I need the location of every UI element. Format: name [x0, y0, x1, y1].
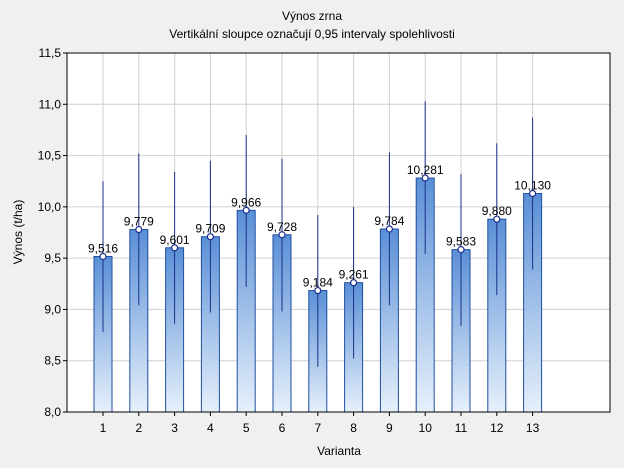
x-ticks: 1 2 3 4 5 6 7 8 9 10 11 12 13 — [100, 412, 540, 435]
x-tick-label: 11 — [455, 421, 468, 435]
x-tick-label: 1 — [100, 421, 107, 435]
mean-marker — [421, 174, 429, 182]
data-label: 9,583 — [446, 235, 476, 249]
data-label: 9,184 — [303, 276, 333, 290]
y-tick-label: 9,0 — [44, 302, 61, 316]
chart-subtitle: Vertikální sloupce označují 0,95 interva… — [169, 27, 455, 41]
mean-marker — [385, 225, 393, 233]
data-label: 9,601 — [160, 233, 190, 247]
x-tick-label: 9 — [386, 421, 393, 435]
data-label: 9,779 — [124, 215, 154, 229]
data-label: 9,516 — [88, 242, 118, 256]
x-tick-label: 2 — [135, 421, 142, 435]
bars — [93, 177, 543, 413]
mean-marker — [242, 206, 250, 214]
x-tick-label: 10 — [419, 421, 433, 435]
y-tick-label: 10,0 — [38, 200, 62, 214]
mean-marker — [99, 252, 107, 261]
x-tick-label: 4 — [207, 421, 214, 435]
y-tick-label: 10,5 — [38, 149, 62, 163]
mean-marker — [493, 215, 501, 223]
mean-marker — [206, 233, 214, 241]
data-label: 9,728 — [267, 220, 297, 234]
y-ticks: 8,0 8,5 9,0 9,5 10,0 10,5 11,0 11,5 — [38, 46, 67, 419]
mean-marker — [350, 279, 358, 287]
data-label: 9,880 — [482, 204, 512, 218]
x-tick-label: 6 — [279, 421, 286, 435]
y-tick-label: 9,5 — [44, 251, 61, 265]
mean-marker — [135, 225, 143, 234]
mean-marker — [528, 189, 537, 198]
mean-marker — [457, 246, 465, 254]
y-axis-label: Výnos (t/ha) — [11, 200, 25, 265]
data-label: 9,784 — [374, 214, 404, 228]
y-tick-label: 11,5 — [39, 46, 62, 60]
x-tick-label: 5 — [243, 421, 250, 435]
data-labels: 9,516 9,779 9,601 9,709 9,966 9,728 9,184 9,261… — [88, 163, 551, 290]
data-label: 9,261 — [339, 268, 369, 282]
x-axis-label: Varianta — [317, 444, 361, 458]
x-tick-label: 8 — [350, 421, 357, 435]
mean-marker — [314, 286, 322, 295]
plot-background — [67, 53, 610, 412]
error-bars — [99, 101, 537, 367]
x-tick-label: 7 — [314, 421, 321, 435]
mean-marker — [171, 244, 179, 252]
x-tick-label: 12 — [490, 421, 504, 435]
plot-frame — [66, 52, 611, 413]
chart-title: Výnos zrna — [282, 9, 342, 23]
y-tick-label: 8,5 — [44, 354, 61, 368]
data-label: 10,130 — [514, 179, 551, 193]
x-tick-label: 3 — [171, 421, 178, 435]
x-tick-label: 13 — [526, 421, 540, 435]
y-tick-label: 11,0 — [39, 97, 62, 111]
data-label: 9,966 — [231, 195, 261, 209]
data-label: 10,281 — [407, 163, 444, 177]
data-label: 9,709 — [195, 222, 225, 236]
y-tick-label: 8,0 — [44, 405, 61, 419]
mean-marker — [278, 231, 286, 239]
